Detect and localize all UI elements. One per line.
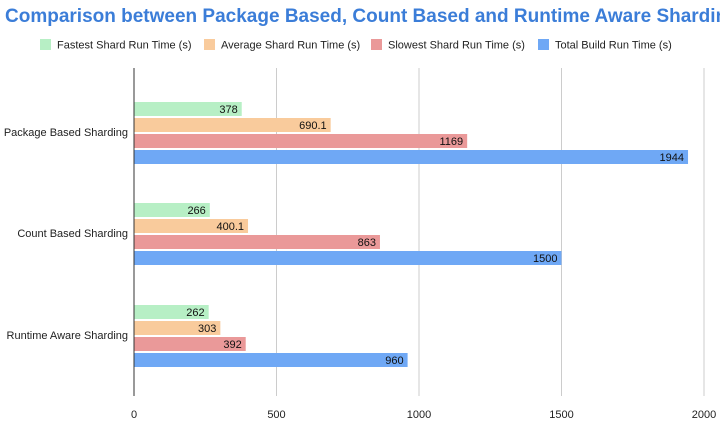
bars: 378 690.1 1169 1944 266 400.1 863 1500 262 303 392… [134, 102, 689, 367]
legend-swatch [538, 39, 549, 50]
data-label: 392 [223, 339, 241, 351]
legend-swatch [371, 39, 382, 50]
bar [134, 251, 562, 265]
data-label: 262 [186, 307, 204, 319]
legend: Fastest Shard Run Time (s) Average Shard … [40, 39, 672, 52]
legend-label: Slowest Shard Run Time (s) [388, 40, 525, 52]
bar [134, 150, 689, 164]
legend-label: Fastest Shard Run Time (s) [57, 40, 192, 52]
category-labels: Package Based Sharding Count Based Shardi… [4, 127, 128, 342]
category-label: Package Based Sharding [4, 127, 128, 139]
data-label: 1169 [440, 136, 464, 148]
bar [134, 235, 380, 249]
legend-label: Total Build Run Time (s) [555, 40, 672, 52]
x-tick-label: 1500 [549, 409, 573, 421]
x-tick-label: 2000 [692, 409, 716, 421]
bar [134, 203, 210, 217]
x-tick-label: 1000 [407, 409, 431, 421]
data-label: 400.1 [216, 221, 244, 233]
bar [134, 353, 408, 367]
bar [134, 134, 468, 148]
data-label: 266 [187, 205, 205, 217]
x-tick-label: 0 [131, 409, 137, 421]
category-label: Runtime Aware Sharding [7, 330, 128, 342]
bar [134, 305, 209, 319]
data-label: 1944 [660, 152, 684, 164]
bar [134, 219, 249, 233]
x-axis: 0 500 1000 1500 2000 [131, 68, 716, 421]
gridlines [276, 68, 705, 396]
x-tick-label: 500 [267, 409, 285, 421]
bar [134, 321, 221, 335]
data-label: 960 [385, 355, 403, 367]
data-label: 1500 [533, 253, 557, 265]
bar [134, 118, 331, 132]
legend-swatch [40, 39, 51, 50]
bar [134, 102, 242, 116]
data-label: 378 [219, 104, 237, 116]
data-label: 303 [198, 323, 216, 335]
chart-title: Comparison between Package Based, Count … [5, 6, 720, 27]
data-label: 863 [358, 237, 376, 249]
data-label: 690.1 [299, 120, 327, 132]
legend-label: Average Shard Run Time (s) [221, 40, 360, 52]
category-label: Count Based Sharding [17, 228, 128, 240]
legend-swatch [204, 39, 215, 50]
bar [134, 337, 246, 351]
